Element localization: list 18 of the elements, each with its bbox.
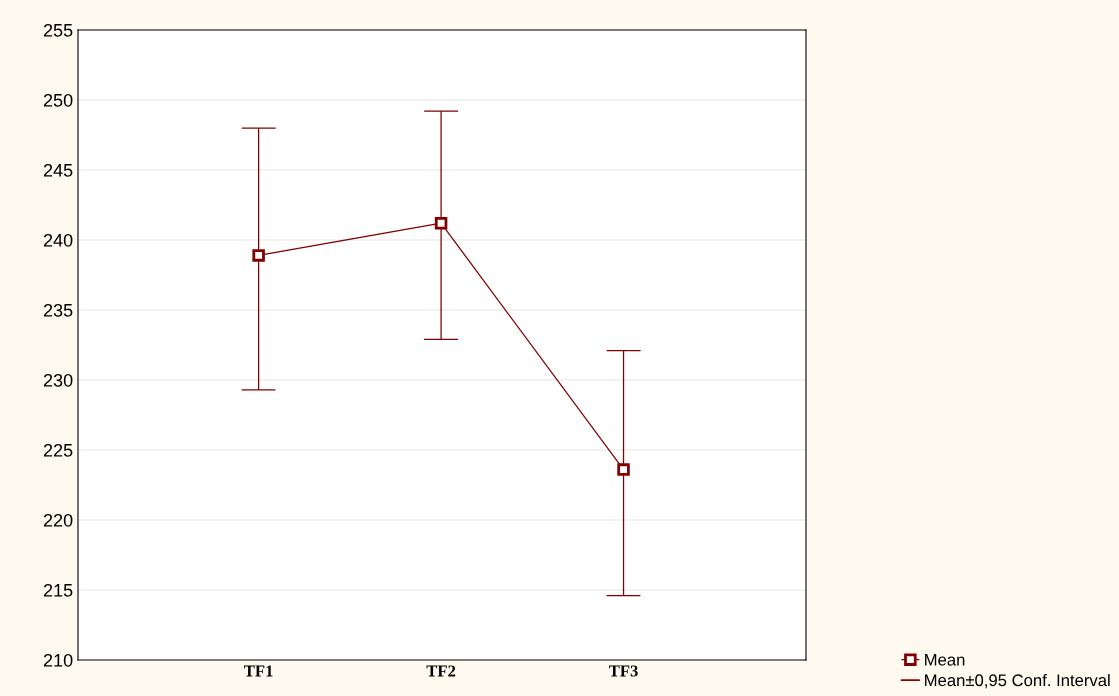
x-tick-label: TF3	[608, 665, 638, 677]
point	[434, 216, 448, 230]
point	[617, 463, 630, 476]
text: Mean±0,95 Conf. Interval	[925, 673, 1110, 689]
y-tick-label: 210	[43, 653, 73, 667]
y-tick-label: 250	[43, 93, 73, 107]
y-tick-label: 230	[43, 373, 73, 387]
y-tick-label: 235	[43, 303, 73, 317]
y-tick-label: 240	[43, 233, 73, 247]
legend-label: Mean	[925, 654, 965, 666]
y-tick-label: 215	[43, 583, 73, 597]
y-tick-label: 245	[43, 163, 73, 177]
x-tick-label: TF1	[244, 665, 273, 677]
x-tick-label: TF2	[426, 665, 456, 677]
point	[252, 249, 265, 262]
y-tick-label: 225	[43, 443, 73, 457]
y-tick-label: 255	[43, 23, 73, 37]
y-tick-label: 220	[43, 513, 73, 527]
